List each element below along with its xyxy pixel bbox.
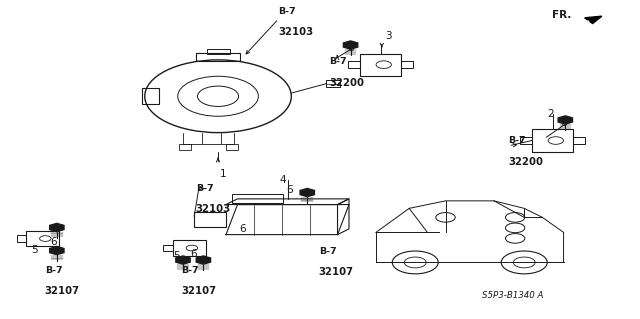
- Bar: [401, 61, 413, 69]
- Polygon shape: [50, 247, 64, 255]
- Text: 6: 6: [51, 237, 57, 247]
- Text: 32200: 32200: [508, 157, 543, 167]
- Bar: [326, 80, 340, 87]
- Text: B-7: B-7: [181, 266, 198, 275]
- Bar: [226, 144, 239, 150]
- Bar: [360, 54, 401, 76]
- Text: 3: 3: [385, 31, 392, 41]
- Text: 32200: 32200: [330, 78, 365, 88]
- Bar: [573, 137, 585, 144]
- Polygon shape: [344, 41, 358, 49]
- Text: 4: 4: [280, 175, 286, 185]
- Bar: [232, 194, 283, 203]
- Text: 5: 5: [173, 251, 180, 261]
- Bar: [520, 137, 532, 144]
- Text: B-7: B-7: [330, 57, 347, 66]
- Text: S5P3-B1340 A: S5P3-B1340 A: [483, 291, 544, 300]
- Bar: [194, 212, 226, 227]
- Text: 32103: 32103: [278, 27, 314, 37]
- Text: B-7: B-7: [319, 247, 337, 256]
- Polygon shape: [558, 116, 573, 124]
- Text: 5: 5: [31, 245, 38, 255]
- Polygon shape: [50, 223, 64, 232]
- Text: 32103: 32103: [196, 204, 231, 214]
- Bar: [17, 235, 26, 242]
- Polygon shape: [176, 256, 190, 264]
- Text: 6: 6: [239, 224, 246, 234]
- Text: B-7: B-7: [508, 136, 525, 145]
- Text: B-7: B-7: [196, 184, 213, 193]
- Bar: [532, 130, 573, 152]
- FancyArrow shape: [585, 16, 602, 24]
- Bar: [141, 88, 159, 104]
- Text: FR.: FR.: [552, 10, 572, 20]
- Bar: [163, 245, 173, 251]
- Bar: [207, 49, 230, 54]
- Text: 32107: 32107: [319, 267, 354, 278]
- Bar: [173, 241, 206, 256]
- Polygon shape: [300, 189, 314, 197]
- Text: B-7: B-7: [278, 7, 296, 16]
- Text: 6: 6: [348, 43, 354, 53]
- Text: 2: 2: [547, 109, 554, 119]
- Text: 32107: 32107: [45, 286, 80, 296]
- Text: 32107: 32107: [181, 286, 216, 296]
- Bar: [348, 61, 360, 69]
- Bar: [179, 144, 191, 150]
- Bar: [26, 231, 60, 246]
- Text: 1: 1: [220, 169, 227, 179]
- Text: 6: 6: [560, 117, 567, 128]
- Text: 6: 6: [286, 184, 292, 195]
- Text: B-7: B-7: [45, 266, 62, 275]
- Bar: [196, 53, 241, 62]
- Text: 6: 6: [191, 249, 197, 259]
- Polygon shape: [196, 256, 211, 264]
